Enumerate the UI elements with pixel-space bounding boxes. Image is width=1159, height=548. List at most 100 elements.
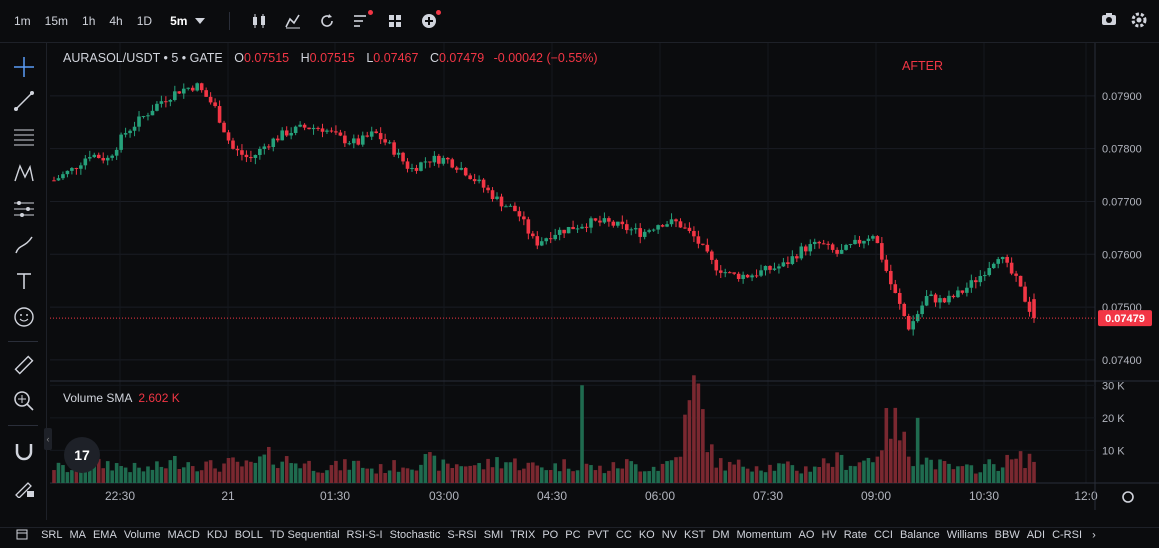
indicator-11[interactable]: SMI	[483, 529, 504, 542]
indicator-20[interactable]: DM	[712, 529, 730, 542]
volume-bar	[714, 467, 719, 483]
indicator-7[interactable]: TD Sequential	[269, 529, 340, 542]
candle-body	[128, 130, 132, 134]
candle-body	[208, 96, 213, 103]
volume-bar	[499, 468, 504, 483]
indicator-2[interactable]: EMA	[92, 529, 117, 542]
pattern-icon[interactable]	[12, 161, 36, 185]
indicator-0[interactable]: SRL	[41, 529, 63, 542]
indicator-26[interactable]: Balance	[899, 529, 940, 542]
volume-bar	[374, 473, 378, 483]
indicator-28[interactable]: BBW	[994, 529, 1020, 542]
indicator-8[interactable]: RSI-S-I	[346, 529, 383, 542]
indicator-22[interactable]: AO	[798, 529, 815, 542]
zoom-in-icon[interactable]	[12, 389, 36, 413]
candle-body	[454, 167, 459, 170]
candle-body	[821, 243, 826, 245]
tradingview-logo[interactable]: 17	[64, 437, 100, 473]
indicator-5[interactable]: KDJ	[206, 529, 228, 542]
indicator-12[interactable]: TRIX	[510, 529, 536, 542]
add-plus-icon[interactable]	[420, 10, 442, 30]
indicator-27[interactable]: Williams	[946, 529, 988, 542]
gear-icon[interactable]	[1131, 12, 1147, 33]
layout-grid-icon[interactable]	[386, 12, 404, 30]
candle-body	[168, 100, 173, 102]
indicator-15[interactable]: PVT	[587, 529, 609, 542]
timeframe-1h[interactable]: 1h	[82, 14, 96, 28]
indicator-24[interactable]: Rate	[843, 529, 867, 542]
timeframe-1m[interactable]: 1m	[14, 14, 31, 28]
indicator-30[interactable]: C-RSI	[1052, 529, 1083, 542]
text-icon[interactable]	[12, 269, 36, 293]
indicators-icon[interactable]	[284, 12, 302, 30]
chevron-right-icon[interactable]: ›	[1092, 529, 1096, 542]
indicator-4[interactable]: MACD	[167, 529, 200, 542]
volume-bar	[83, 470, 88, 483]
volume-bar	[799, 473, 804, 483]
volume-bar	[293, 463, 298, 483]
volume-bar	[70, 470, 74, 483]
indicator-21[interactable]: Momentum	[736, 529, 792, 542]
indicator-10[interactable]: S-RSI	[447, 529, 477, 542]
symbol-label[interactable]: AURASOL/USDT • 5 • GATE	[63, 51, 223, 65]
volume-bar	[557, 471, 562, 483]
candle-body	[938, 298, 942, 303]
volume-bar	[544, 470, 549, 483]
chevron-down-icon[interactable]	[191, 12, 209, 30]
candle-body	[244, 154, 249, 158]
magnet-icon[interactable]	[12, 439, 36, 463]
collapse-toolbar-handle[interactable]: ‹	[44, 428, 52, 450]
indicator-25[interactable]: CCI	[873, 529, 893, 542]
indicator-9[interactable]: Stochastic	[389, 529, 441, 542]
prediction-icon[interactable]	[12, 197, 36, 221]
candle-body	[360, 135, 365, 145]
fib-levels-icon[interactable]	[12, 125, 36, 149]
indicator-16[interactable]: CC	[615, 529, 632, 542]
crosshair-icon[interactable]	[12, 55, 36, 79]
indicator-19[interactable]: KST	[684, 529, 706, 542]
candle-body	[808, 244, 813, 252]
replay-icon[interactable]	[318, 12, 336, 30]
indicator-1[interactable]: MA	[69, 529, 86, 542]
candle-body	[768, 265, 772, 270]
indicator-23[interactable]: HV	[821, 529, 837, 542]
candle-body	[105, 157, 110, 161]
candle-body	[978, 275, 983, 283]
alerts-icon[interactable]	[352, 10, 374, 30]
indicator-13[interactable]: PO	[542, 529, 559, 542]
candle-body	[969, 280, 974, 288]
candle-body	[799, 246, 804, 259]
indicator-18[interactable]: NV	[661, 529, 677, 542]
timeframe-4h[interactable]: 4h	[109, 14, 123, 28]
brush-icon[interactable]	[12, 233, 36, 257]
indicator-17[interactable]: KO	[638, 529, 655, 542]
timeframe-15m[interactable]: 15m	[44, 14, 69, 28]
volume-bar	[710, 444, 714, 483]
ruler-icon[interactable]	[12, 353, 36, 377]
time-tick-label: 01:30	[320, 489, 350, 503]
indicator-6[interactable]: BOLL	[234, 529, 263, 542]
candles-icon[interactable]	[250, 12, 268, 30]
timeframe-1d[interactable]: 1D	[136, 14, 153, 28]
candle-body	[92, 154, 97, 158]
toolbar-divider	[8, 341, 38, 342]
indicator-3[interactable]: Volume	[123, 529, 161, 542]
candle-body	[557, 229, 562, 235]
volume-bar	[531, 462, 535, 483]
emoji-icon[interactable]	[12, 305, 36, 329]
price-tick-label: 0.07700	[1102, 196, 1142, 208]
indicator-29[interactable]: ADI	[1026, 529, 1046, 542]
trend-line-icon[interactable]	[12, 89, 36, 113]
candle-body	[83, 158, 88, 166]
calendar-icon[interactable]	[16, 528, 28, 543]
volume-bar	[477, 463, 481, 483]
candle-body	[745, 274, 750, 278]
indicator-14[interactable]: PC	[565, 529, 581, 542]
camera-icon[interactable]	[1101, 12, 1117, 33]
volume-bar	[369, 468, 374, 483]
lock-drawing-icon[interactable]	[12, 475, 36, 499]
timeframe-5m[interactable]: 5m	[170, 14, 188, 28]
candle-body	[727, 272, 732, 274]
drawing-toolbar	[0, 43, 47, 520]
